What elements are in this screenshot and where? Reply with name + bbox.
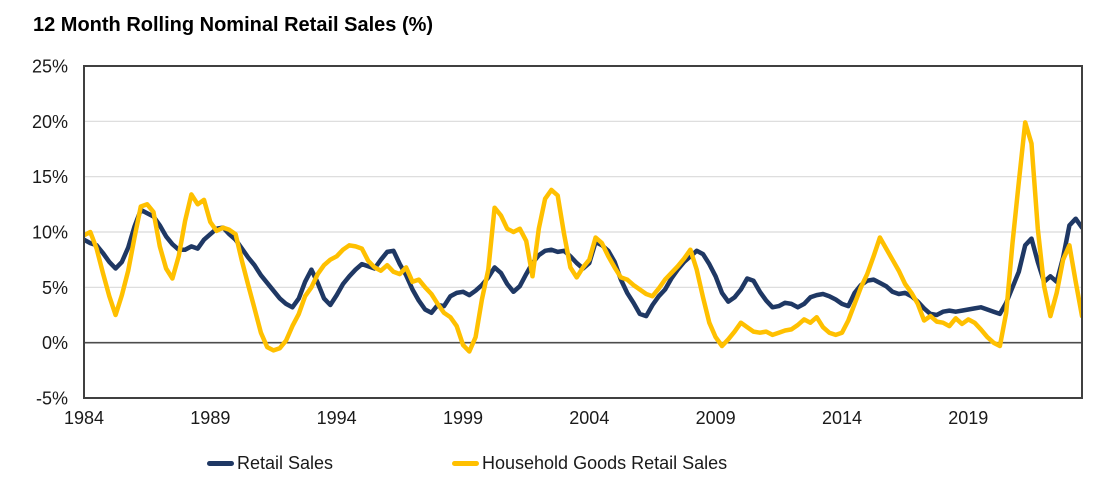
y-tick-label: 15% <box>32 167 68 187</box>
y-tick-label: 25% <box>32 57 68 77</box>
y-tick-label: 0% <box>42 333 68 353</box>
x-tick-label: 2019 <box>948 408 988 428</box>
x-tick-label: 2004 <box>569 408 609 428</box>
y-tick-label: 10% <box>32 223 68 243</box>
x-tick-label: 1999 <box>443 408 483 428</box>
legend-item-retail-sales: Retail Sales <box>207 451 333 475</box>
legend-item-household-goods: Household Goods Retail Sales <box>452 451 727 475</box>
x-tick-label: 1984 <box>64 408 104 428</box>
y-tick-label: 5% <box>42 278 68 298</box>
legend-swatch <box>207 460 234 466</box>
y-tick-label: -5% <box>36 389 68 409</box>
series-line-household-goods <box>84 120 1082 354</box>
x-tick-label: 2014 <box>822 408 862 428</box>
legend-swatch <box>452 460 479 466</box>
x-tick-label: 1989 <box>190 408 230 428</box>
x-tick-label: 2009 <box>696 408 736 428</box>
legend-label: Retail Sales <box>237 452 334 473</box>
x-tick-label: 1994 <box>317 408 357 428</box>
chart-title: 12 Month Rolling Nominal Retail Sales (%… <box>33 14 434 36</box>
y-tick-label: 20% <box>32 112 68 132</box>
plot-border <box>83 65 1083 399</box>
legend-label: Household Goods Retail Sales <box>482 452 728 473</box>
series-line-retail-sales <box>84 207 1082 319</box>
chart-legend: Retail Sales Household Goods Retail Sales <box>0 451 1120 477</box>
